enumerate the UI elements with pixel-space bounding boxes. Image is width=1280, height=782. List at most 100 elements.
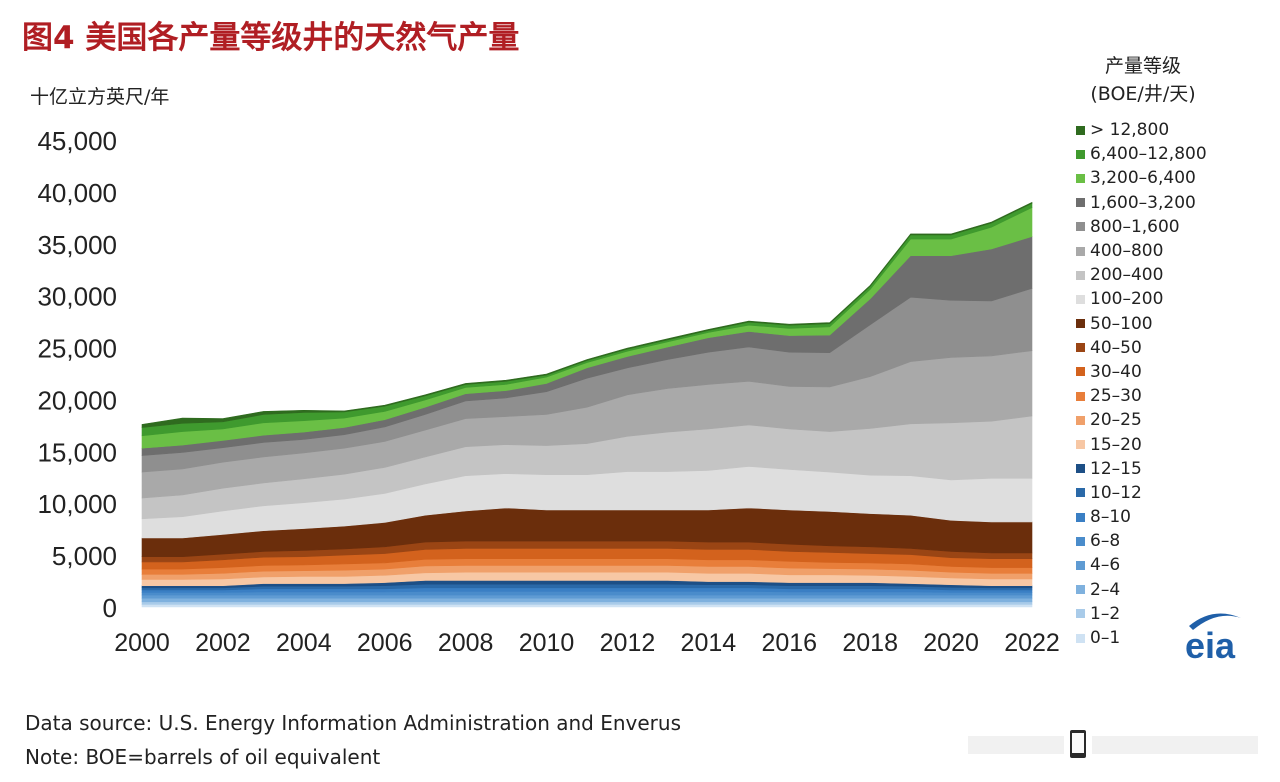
legend-item: 4–6 (1076, 553, 1207, 577)
area-chart: 0 5,000 10,000 15,000 20,000 25,000 30,000 35,0… (37, 126, 1060, 657)
area-series-3 (141, 594, 1033, 599)
y-tick-label: 25,000 (37, 334, 117, 364)
y-tick-label: 20,000 (37, 385, 117, 415)
footnote: Note: BOE=barrels of oil equivalent (25, 745, 381, 769)
legend-label: 30–40 (1090, 361, 1142, 382)
legend-swatch (1076, 440, 1085, 450)
legend-item: 10–12 (1076, 481, 1207, 505)
x-tick-label: 2018 (842, 629, 898, 657)
legend-label: 10–12 (1090, 482, 1142, 503)
legend-label: 200–400 (1090, 265, 1164, 286)
legend-label: 100–200 (1090, 289, 1164, 310)
y-tick-label: 40,000 (37, 178, 117, 208)
legend-item: 12–15 (1076, 457, 1207, 481)
y-tick-label: 10,000 (37, 489, 117, 519)
legend-label: 40–50 (1090, 337, 1142, 358)
legend-title: 产量等级 (BOE/井/天) (1068, 52, 1218, 108)
legend-label: 3,200–6,400 (1090, 168, 1196, 189)
y-tick-label: 0 (103, 593, 117, 623)
y-tick-label: 5,000 (52, 541, 117, 571)
legend-label: 6–8 (1090, 531, 1121, 552)
legend-item: 8–10 (1076, 505, 1207, 529)
legend-label: 2–4 (1090, 579, 1121, 600)
legend-swatch (1076, 536, 1085, 546)
legend-swatch (1076, 246, 1085, 256)
legend-swatch (1076, 149, 1085, 159)
legend-swatch (1076, 367, 1085, 377)
legend-item: 30–40 (1076, 360, 1207, 384)
x-tick-label: 2014 (681, 629, 737, 657)
legend-swatch (1076, 173, 1085, 183)
legend-item: 3,200–6,400 (1076, 166, 1207, 190)
y-tick-label: 30,000 (37, 282, 117, 312)
eia-logo-icon: eia (1185, 613, 1241, 664)
y-tick-label: 15,000 (37, 437, 117, 467)
legend-label: 4–6 (1090, 555, 1121, 576)
legend-label: 0–1 (1090, 628, 1121, 649)
area-series-21 (141, 201, 1033, 428)
legend-swatch (1076, 294, 1085, 304)
x-tick-label: 2012 (600, 629, 656, 657)
legend-swatch (1076, 198, 1085, 208)
legend-swatch (1076, 319, 1085, 329)
legend-swatch (1076, 512, 1085, 522)
legend-label: 20–25 (1090, 410, 1142, 431)
legend-item: 50–100 (1076, 312, 1207, 336)
y-tick-label: 45,000 (37, 126, 117, 156)
watermark-icon (968, 730, 1258, 758)
legend-item: 15–20 (1076, 432, 1207, 456)
x-tick-label: 2002 (195, 629, 251, 657)
legend-swatch (1076, 343, 1085, 353)
legend-item: 200–400 (1076, 263, 1207, 287)
legend-item: 0–1 (1076, 626, 1207, 650)
data-source-note: Data source: U.S. Energy Information Adm… (25, 711, 681, 735)
legend-label: 6,400–12,800 (1090, 144, 1207, 165)
x-tick-label: 2004 (276, 629, 332, 657)
x-tick-label: 2020 (923, 629, 979, 657)
legend-label: 800–1,600 (1090, 216, 1180, 237)
area-series-1 (141, 601, 1033, 605)
y-axis-unit-label: 十亿立方英尺/年 (30, 86, 170, 108)
legend-label: 12–15 (1090, 458, 1142, 479)
legend-label: 8–10 (1090, 507, 1131, 528)
x-tick-label: 2008 (438, 629, 494, 657)
legend-swatch (1076, 270, 1085, 280)
legend-item: 20–25 (1076, 408, 1207, 432)
logo-text: eia (1185, 625, 1236, 664)
x-tick-label: 2016 (761, 629, 817, 657)
chart-title: 图4 美国各产量等级井的天然气产量 (22, 20, 520, 56)
legend-swatch (1076, 488, 1085, 498)
legend-label: 400–800 (1090, 241, 1164, 262)
legend-swatch (1076, 609, 1085, 619)
legend-item: 40–50 (1076, 336, 1207, 360)
x-tick-label: 2022 (1004, 629, 1060, 657)
legend-item: 100–200 (1076, 287, 1207, 311)
legend-swatch (1076, 585, 1085, 595)
legend-label: 15–20 (1090, 434, 1142, 455)
legend-swatch (1076, 415, 1085, 425)
y-tick-label: 35,000 (37, 230, 117, 260)
legend-swatch (1076, 633, 1085, 643)
legend-label: 1–2 (1090, 603, 1121, 624)
legend-item: 800–1,600 (1076, 215, 1207, 239)
legend-title-line2: (BOE/井/天) (1090, 83, 1196, 105)
legend-item: 25–30 (1076, 384, 1207, 408)
legend-swatch (1076, 125, 1085, 135)
x-tick-label: 2010 (519, 629, 575, 657)
legend-label: 25–30 (1090, 386, 1142, 407)
x-tick-label: 2000 (114, 629, 170, 657)
legend-item: 6–8 (1076, 529, 1207, 553)
legend-item: 2–4 (1076, 578, 1207, 602)
area-series-2 (141, 597, 1033, 603)
legend-label: 50–100 (1090, 313, 1153, 334)
legend-swatch (1076, 391, 1085, 401)
legend-item: 400–800 (1076, 239, 1207, 263)
area-series-0 (141, 604, 1033, 608)
legend-label: 1,600–3,200 (1090, 192, 1196, 213)
legend-item: 1–2 (1076, 602, 1207, 626)
legend-swatch (1076, 560, 1085, 570)
legend: > 12,800 6,400–12,800 3,200–6,400 1,600–3,2… (1076, 118, 1207, 650)
legend-label: > 12,800 (1090, 120, 1170, 141)
legend-title-line1: 产量等级 (1104, 55, 1181, 77)
legend-swatch (1076, 464, 1085, 474)
